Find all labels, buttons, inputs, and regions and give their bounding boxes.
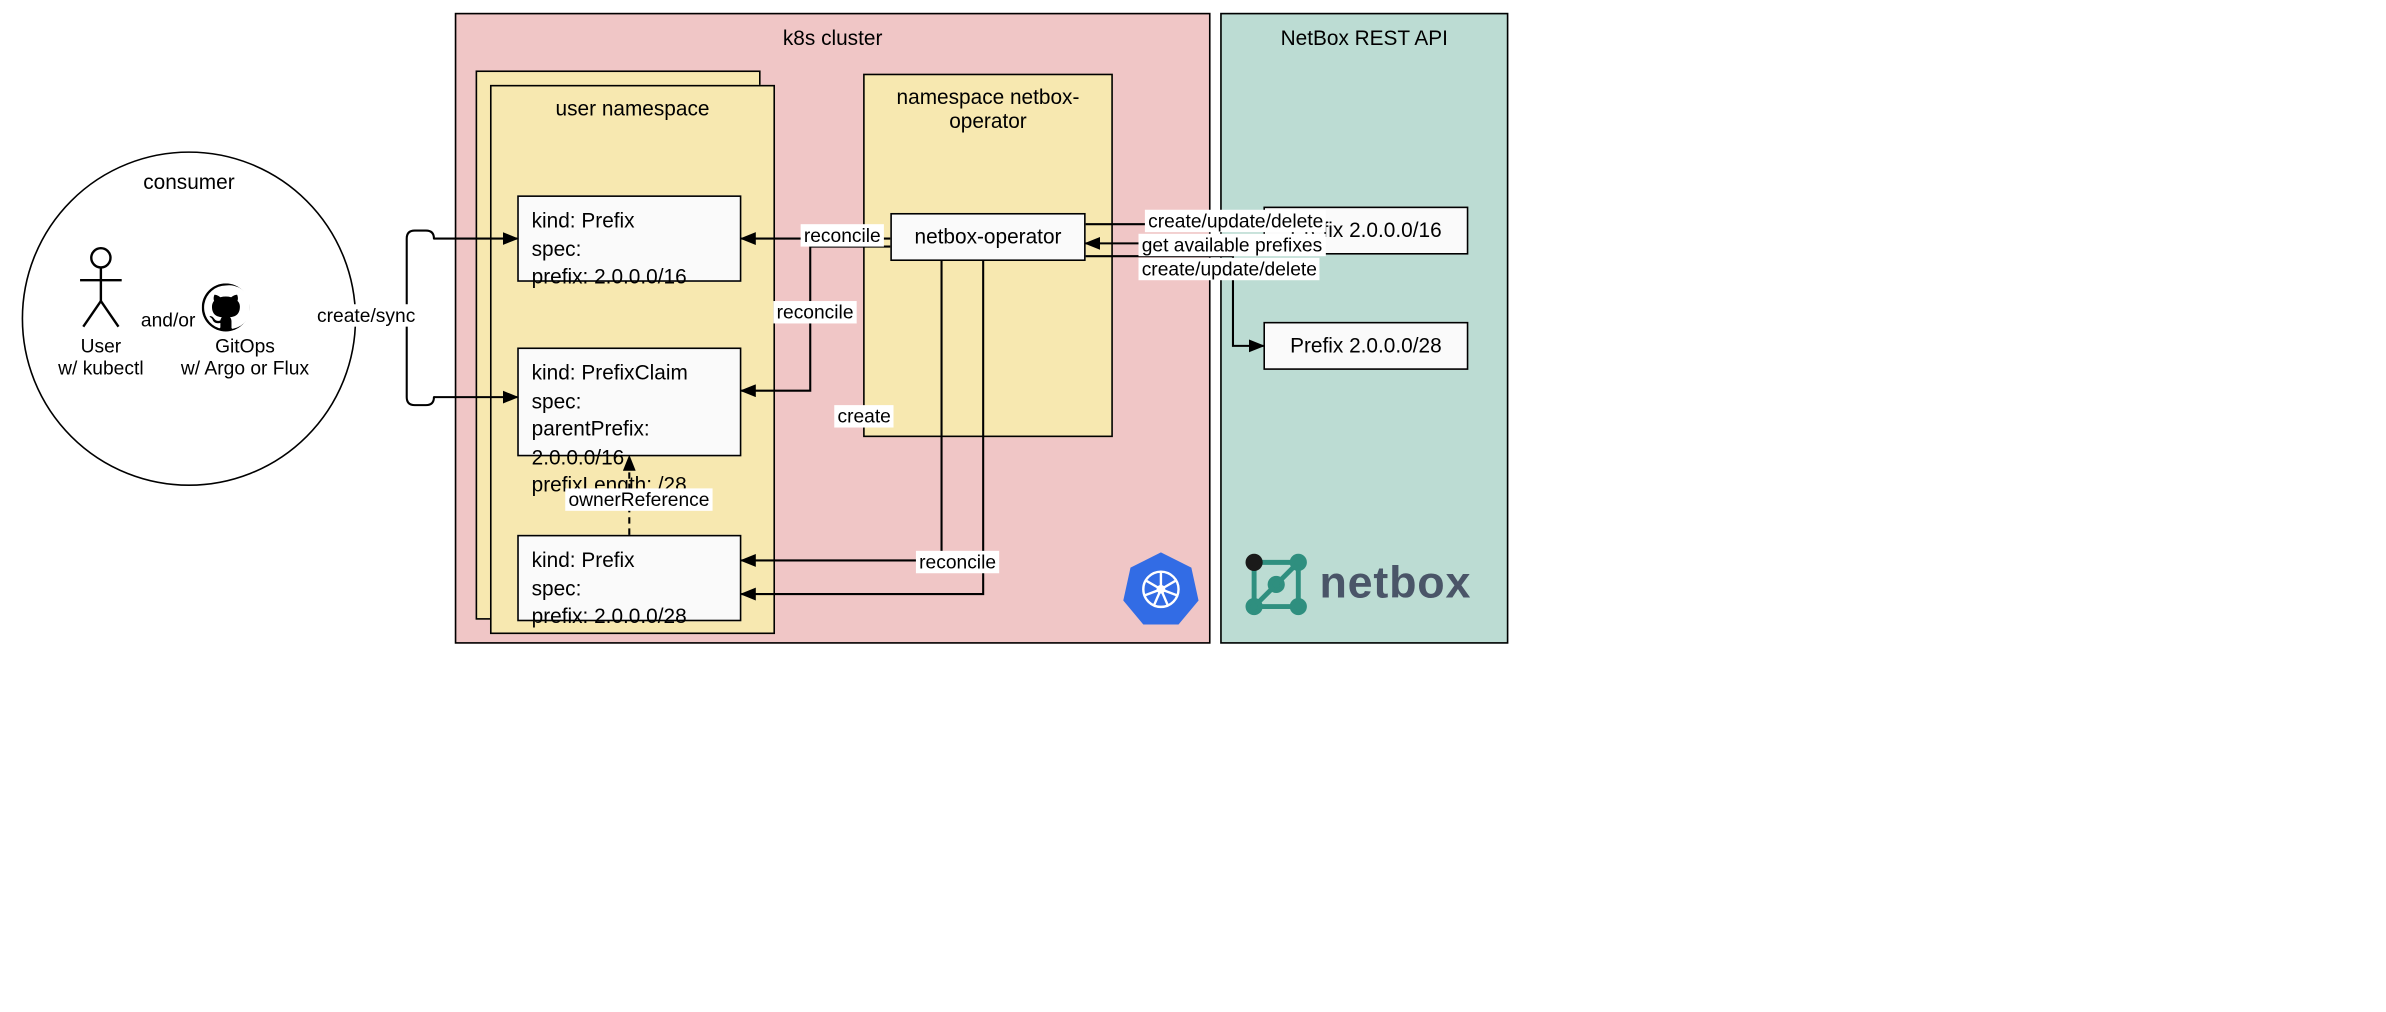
label-cud-2: create/update/delete [1139, 258, 1321, 280]
operator-namespace-label: namespace netbox-operator [863, 85, 1113, 133]
user-label: User w/ kubectl [45, 335, 157, 381]
label-cud-1: create/update/delete [1145, 210, 1327, 232]
label-reconcile-2: reconcile [773, 301, 856, 323]
node-api-prefix-28: Prefix 2.0.0.0/28 [1263, 322, 1468, 370]
user-namespace-label: user namespace [490, 96, 775, 120]
netbox-logo-text: netbox [1319, 557, 1471, 608]
netbox-icon [1239, 548, 1313, 622]
gitops-icon [202, 283, 250, 331]
node-netbox-operator: netbox-operator [890, 213, 1085, 261]
node-prefix-28: kind: Prefix spec: prefix: 2.0.0.0/28 [517, 535, 741, 621]
netbox-api-label: NetBox REST API [1220, 26, 1508, 50]
label-create: create [834, 405, 894, 427]
label-get-prefixes: get available prefixes [1139, 234, 1326, 256]
node-prefix-16: kind: Prefix spec: prefix: 2.0.0.0/16 [517, 195, 741, 281]
label-owner-ref: ownerReference [565, 488, 712, 510]
k8s-cluster-label: k8s cluster [455, 26, 1211, 50]
consumer-label: consumer [21, 170, 357, 194]
label-reconcile-1: reconcile [801, 224, 884, 246]
kubernetes-icon [1121, 548, 1201, 628]
andor-label: and/or [141, 309, 195, 331]
node-prefix-claim: kind: PrefixClaim spec: parentPrefix: 2.… [517, 347, 741, 456]
diagram-canvas: consumer User w/ kubectl and/or GitOps w… [0, 0, 2386, 1012]
user-icon [77, 247, 125, 330]
label-reconcile-3: reconcile [916, 551, 999, 573]
gitops-label: GitOps w/ Argo or Flux [165, 335, 325, 381]
label-create-sync: create/sync [314, 304, 419, 326]
